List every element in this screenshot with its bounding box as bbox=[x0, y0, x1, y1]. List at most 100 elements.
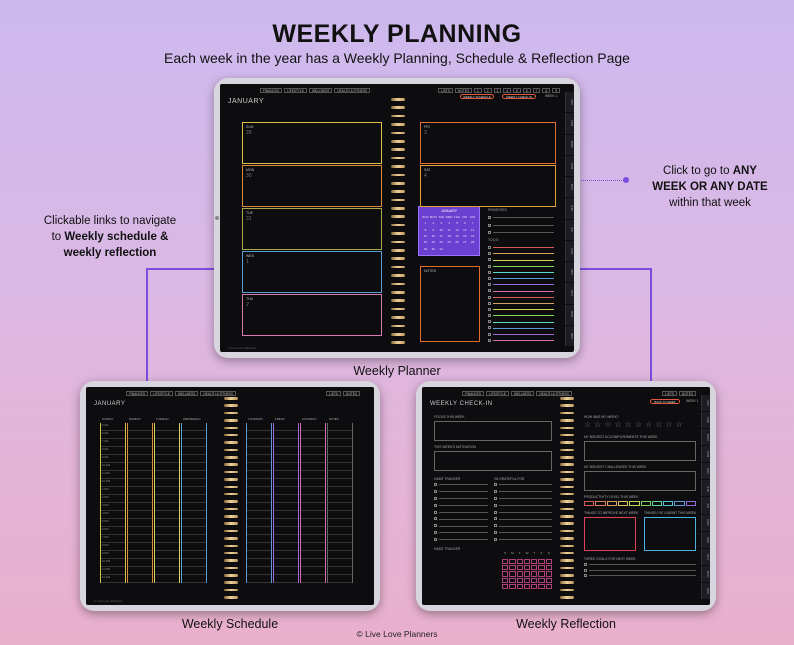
schedule-slot[interactable] bbox=[274, 439, 298, 447]
schedule-slot[interactable] bbox=[328, 519, 352, 527]
schedule-slot[interactable] bbox=[128, 471, 152, 479]
checkbox[interactable] bbox=[488, 295, 491, 299]
schedule-slot[interactable] bbox=[128, 487, 152, 495]
schedule-slot[interactable] bbox=[247, 447, 271, 455]
schedule-slot[interactable] bbox=[328, 527, 352, 535]
schedule-slot[interactable] bbox=[247, 511, 271, 519]
schedule-slot[interactable] bbox=[155, 519, 179, 527]
reflection-focus-box[interactable] bbox=[434, 421, 552, 441]
reflection-tab-notes[interactable]: NOTES bbox=[679, 390, 696, 396]
schedule-tab-wellness[interactable]: WELLNESS bbox=[174, 390, 199, 396]
checkbox[interactable] bbox=[488, 332, 491, 336]
calendar-day[interactable]: 6 bbox=[463, 221, 466, 226]
schedule-slot[interactable] bbox=[128, 503, 152, 511]
schedule-tab-finances[interactable]: FINANCES bbox=[126, 390, 149, 396]
productivity-cell[interactable] bbox=[640, 501, 651, 506]
calendar-day[interactable]: 12 bbox=[455, 227, 459, 232]
schedule-slot[interactable] bbox=[182, 527, 206, 535]
reflection-tab-lifestyle[interactable]: LIFESTYLE bbox=[486, 390, 509, 396]
schedule-slot[interactable] bbox=[301, 559, 325, 567]
productivity-cell[interactable] bbox=[674, 501, 685, 506]
checkbox[interactable] bbox=[434, 483, 437, 486]
schedule-column[interactable] bbox=[273, 423, 299, 583]
schedule-column[interactable] bbox=[154, 423, 180, 583]
schedule-slot[interactable] bbox=[274, 535, 298, 543]
reflection-tab-finances[interactable]: FINANCES bbox=[462, 390, 485, 396]
schedule-slot[interactable] bbox=[182, 431, 206, 439]
schedule-slot[interactable] bbox=[247, 439, 271, 447]
month-tab-dec[interactable]: DEC bbox=[701, 582, 710, 599]
schedule-slot[interactable] bbox=[301, 519, 325, 527]
schedule-slot[interactable] bbox=[128, 543, 152, 551]
star-icon[interactable]: ☆ bbox=[614, 420, 622, 429]
star-icon[interactable]: ☆ bbox=[665, 420, 673, 429]
schedule-slot[interactable] bbox=[301, 463, 325, 471]
schedule-slot[interactable] bbox=[247, 471, 271, 479]
schedule-slot[interactable] bbox=[301, 479, 325, 487]
schedule-slot[interactable] bbox=[128, 439, 152, 447]
schedule-slot[interactable] bbox=[328, 575, 352, 583]
star-icon[interactable]: ☆ bbox=[584, 420, 592, 429]
schedule-slot[interactable] bbox=[301, 503, 325, 511]
schedule-slot[interactable] bbox=[301, 471, 325, 479]
schedule-slot[interactable]: 7 PM bbox=[101, 535, 125, 543]
schedule-slot[interactable] bbox=[155, 471, 179, 479]
schedule-slot[interactable] bbox=[247, 575, 271, 583]
schedule-slot[interactable] bbox=[155, 479, 179, 487]
planner-tab-wellness[interactable]: WELLNESS bbox=[308, 87, 333, 93]
planner-tab-2[interactable]: 2 bbox=[483, 87, 492, 93]
schedule-slot[interactable] bbox=[182, 495, 206, 503]
schedule-slot[interactable]: 1 PM bbox=[101, 487, 125, 495]
schedule-slot[interactable]: 4 PM bbox=[101, 511, 125, 519]
schedule-slot[interactable] bbox=[128, 423, 152, 431]
habit-cell[interactable] bbox=[545, 583, 552, 589]
schedule-slot[interactable] bbox=[328, 543, 352, 551]
schedule-slot[interactable] bbox=[155, 447, 179, 455]
schedule-slot[interactable] bbox=[274, 423, 298, 431]
schedule-slot[interactable] bbox=[182, 479, 206, 487]
calendar-day[interactable]: 31 bbox=[439, 246, 443, 251]
month-tab-nov[interactable]: NOV bbox=[701, 565, 710, 582]
schedule-slot[interactable] bbox=[182, 575, 206, 583]
checkbox[interactable] bbox=[494, 517, 497, 521]
schedule-slot[interactable] bbox=[328, 551, 352, 559]
reflection-tab-wellness[interactable]: WELLNESS bbox=[510, 390, 535, 396]
schedule-slot[interactable] bbox=[247, 559, 271, 567]
schedule-slot[interactable] bbox=[247, 567, 271, 575]
planner-tab-health[interactable]: HEALTH & FITNESS bbox=[334, 87, 371, 93]
habit-cell[interactable] bbox=[545, 565, 552, 571]
calendar-day[interactable]: 25 bbox=[447, 240, 451, 245]
calendar-day[interactable]: 17 bbox=[439, 233, 443, 238]
schedule-slot[interactable] bbox=[274, 431, 298, 439]
planner-tab-6[interactable]: 6 bbox=[522, 87, 531, 93]
schedule-slot[interactable]: 8 AM bbox=[101, 447, 125, 455]
checkbox[interactable] bbox=[488, 270, 491, 274]
schedule-slot[interactable] bbox=[274, 463, 298, 471]
schedule-slot[interactable] bbox=[247, 455, 271, 463]
month-tab-mar[interactable]: MAR bbox=[701, 429, 710, 446]
day-box-fri[interactable]: FRI 3 bbox=[420, 122, 556, 164]
schedule-slot[interactable] bbox=[274, 527, 298, 535]
schedule-slot[interactable] bbox=[301, 495, 325, 503]
checkbox[interactable] bbox=[584, 563, 587, 566]
schedule-slot[interactable] bbox=[301, 431, 325, 439]
reflection-productivity-scale[interactable] bbox=[584, 501, 696, 506]
schedule-slot[interactable] bbox=[155, 551, 179, 559]
calendar-day[interactable]: 23 bbox=[431, 240, 435, 245]
checkbox[interactable] bbox=[488, 314, 491, 318]
productivity-cell[interactable] bbox=[685, 501, 696, 506]
schedule-slot[interactable]: 11 AM bbox=[101, 471, 125, 479]
calendar-day[interactable]: 20 bbox=[463, 233, 467, 238]
habit-cell[interactable] bbox=[502, 577, 509, 583]
checkbox[interactable] bbox=[434, 489, 437, 493]
schedule-column[interactable] bbox=[300, 423, 326, 583]
calendar-day[interactable]: 3 bbox=[440, 221, 443, 226]
habit-cell[interactable] bbox=[523, 559, 531, 565]
schedule-slot[interactable]: 10 AM bbox=[101, 463, 125, 471]
star-icon[interactable]: ☆ bbox=[645, 420, 653, 429]
schedule-slot[interactable] bbox=[247, 495, 271, 503]
schedule-slot[interactable] bbox=[301, 447, 325, 455]
schedule-slot[interactable]: 8 PM bbox=[101, 543, 125, 551]
star-icon[interactable]: ☆ bbox=[675, 420, 683, 429]
star-icon[interactable]: ☆ bbox=[594, 420, 602, 429]
